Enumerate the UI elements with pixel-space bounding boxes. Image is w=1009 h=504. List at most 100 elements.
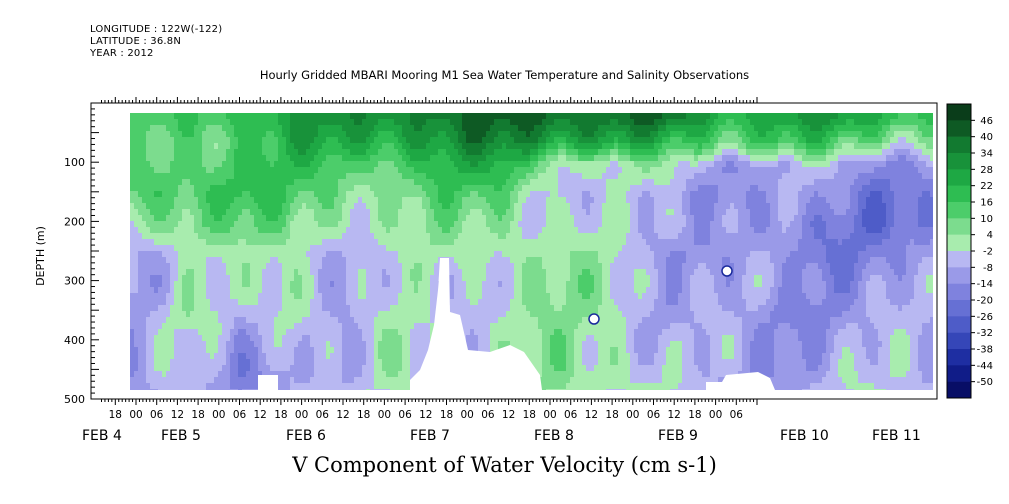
heatmap-cell bbox=[502, 317, 507, 324]
heatmap-cell bbox=[526, 143, 531, 150]
heatmap-cell bbox=[466, 179, 471, 186]
heatmap-cell bbox=[518, 323, 523, 330]
heatmap-cell bbox=[170, 191, 175, 198]
heatmap-cell bbox=[358, 389, 363, 390]
heatmap-cell bbox=[354, 119, 359, 126]
heatmap-cell bbox=[418, 257, 423, 264]
heatmap-cell bbox=[346, 221, 351, 228]
heatmap-cell bbox=[542, 341, 547, 348]
heatmap-cell bbox=[458, 191, 463, 198]
heatmap-cell bbox=[390, 359, 395, 366]
heatmap-cell bbox=[242, 185, 247, 192]
heatmap-cell bbox=[306, 185, 311, 192]
heatmap-cell bbox=[398, 371, 403, 378]
heatmap-cell bbox=[534, 113, 539, 120]
heatmap-cell bbox=[358, 275, 363, 282]
heatmap-cell bbox=[362, 317, 367, 324]
heatmap-cell bbox=[430, 209, 435, 216]
heatmap-cell bbox=[470, 227, 475, 234]
heatmap-cell bbox=[246, 341, 251, 348]
heatmap-cell bbox=[410, 359, 415, 366]
heatmap-cell bbox=[530, 251, 535, 258]
heatmap-cell bbox=[286, 281, 291, 288]
heatmap-cell bbox=[470, 173, 475, 180]
heatmap-cell bbox=[430, 287, 435, 294]
heatmap-cell bbox=[454, 305, 459, 312]
heatmap-cell bbox=[158, 335, 163, 342]
heatmap-cell bbox=[174, 197, 179, 204]
heatmap-cell bbox=[550, 239, 555, 246]
heatmap-cell bbox=[474, 209, 479, 216]
heatmap-cell bbox=[346, 251, 351, 258]
heatmap-cell bbox=[386, 335, 391, 342]
heatmap-cell bbox=[498, 215, 503, 222]
heatmap-cell bbox=[254, 119, 259, 126]
heatmap-cell bbox=[250, 227, 255, 234]
heatmap-cell bbox=[222, 365, 227, 372]
heatmap-cell bbox=[542, 239, 547, 246]
heatmap-cell bbox=[462, 221, 467, 228]
heatmap-cell bbox=[450, 191, 455, 198]
heatmap-cell bbox=[338, 233, 343, 240]
heatmap-cell bbox=[146, 377, 151, 384]
heatmap-cell bbox=[330, 335, 335, 342]
heatmap-cell bbox=[202, 233, 207, 240]
heatmap-cell bbox=[494, 323, 499, 330]
heatmap-cell bbox=[486, 305, 491, 312]
heatmap-cell bbox=[290, 287, 295, 294]
heatmap-cell bbox=[134, 191, 139, 198]
heatmap-cell bbox=[246, 203, 251, 210]
heatmap-cell bbox=[254, 125, 259, 132]
heatmap-cell bbox=[546, 323, 551, 330]
heatmap-cell bbox=[418, 311, 423, 318]
heatmap-cell bbox=[458, 233, 463, 240]
heatmap-cell bbox=[538, 365, 543, 372]
heatmap-cell bbox=[446, 119, 451, 126]
heatmap-cell bbox=[434, 227, 439, 234]
heatmap-cell bbox=[218, 311, 223, 318]
heatmap-cell bbox=[234, 257, 239, 264]
heatmap-cell bbox=[162, 317, 167, 324]
heatmap-cell bbox=[130, 377, 135, 384]
heatmap-cell bbox=[262, 221, 267, 228]
heatmap-cell bbox=[230, 203, 235, 210]
heatmap-cell bbox=[478, 119, 483, 126]
heatmap-cell bbox=[190, 335, 195, 342]
heatmap-cell bbox=[442, 155, 447, 162]
heatmap-cell bbox=[162, 227, 167, 234]
heatmap-cell bbox=[350, 359, 355, 366]
heatmap-cell bbox=[538, 245, 543, 252]
heatmap-cell bbox=[382, 179, 387, 186]
heatmap-cell bbox=[470, 143, 475, 150]
heatmap-cell bbox=[486, 155, 491, 162]
heatmap-cell bbox=[302, 209, 307, 216]
heatmap-cell bbox=[254, 299, 259, 306]
heatmap-cell bbox=[466, 257, 471, 264]
heatmap-cell bbox=[174, 221, 179, 228]
heatmap-cell bbox=[426, 209, 431, 216]
heatmap-cell bbox=[310, 137, 315, 144]
heatmap-cell bbox=[390, 209, 395, 216]
heatmap-cell bbox=[206, 221, 211, 228]
heatmap-cell bbox=[282, 119, 287, 126]
heatmap-cell bbox=[390, 311, 395, 318]
heatmap-cell bbox=[206, 155, 211, 162]
heatmap-cell bbox=[186, 191, 191, 198]
heatmap-cell bbox=[522, 245, 527, 252]
heatmap-cell bbox=[454, 137, 459, 144]
heatmap-cell bbox=[262, 305, 267, 312]
heatmap-cell bbox=[362, 209, 367, 216]
heatmap-cell bbox=[534, 155, 539, 162]
heatmap-cell bbox=[242, 341, 247, 348]
heatmap-cell bbox=[426, 203, 431, 210]
heatmap-cell bbox=[506, 125, 511, 132]
heatmap-cell bbox=[386, 275, 391, 282]
heatmap-cell bbox=[134, 323, 139, 330]
heatmap-cell bbox=[222, 299, 227, 306]
heatmap-cell bbox=[366, 137, 371, 144]
heatmap-cell bbox=[394, 197, 399, 204]
heatmap-cell bbox=[522, 113, 527, 120]
heatmap-cell bbox=[458, 311, 463, 318]
heatmap-cell bbox=[134, 143, 139, 150]
heatmap-cell bbox=[294, 161, 299, 168]
